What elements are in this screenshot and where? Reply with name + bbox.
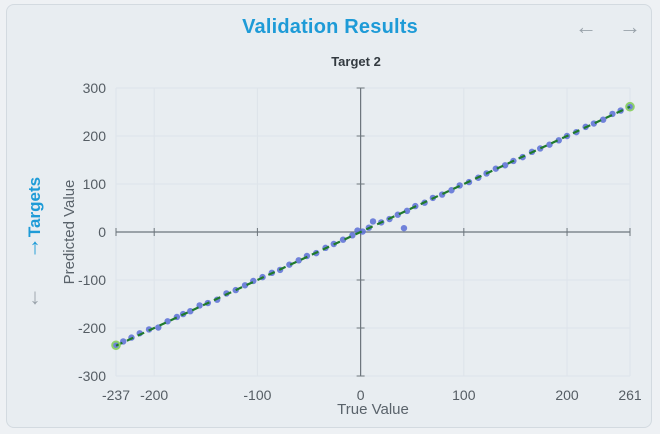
arrow-up-icon[interactable]: ↑ <box>29 234 41 259</box>
endpoint-marker <box>111 340 121 351</box>
x-tick-label: -237 <box>102 387 130 403</box>
x-tick-label: -200 <box>140 387 168 403</box>
x-ticks: -237 -200 -100 0 100 200 261 <box>102 387 642 403</box>
chart-card <box>6 4 652 428</box>
data-point <box>599 116 607 123</box>
data-point <box>403 207 411 215</box>
arrow-right-icon[interactable]: → <box>619 14 641 39</box>
y-tick-label: 300 <box>83 80 107 96</box>
y-tick-label: -300 <box>78 368 106 384</box>
x-axis-label: True Value <box>337 401 409 418</box>
fit-line-group <box>111 101 635 351</box>
data-point <box>555 137 562 144</box>
targets-nav: Targets ↑ ↓ <box>18 150 52 320</box>
x-tick-label: 100 <box>452 387 476 403</box>
y-tick-label: -100 <box>78 272 106 288</box>
arrow-left-icon[interactable]: ← <box>575 14 597 39</box>
x-tick-label: 0 <box>357 387 365 403</box>
y-ticks: 300 200 100 0 -100 -200 -300 <box>78 80 106 384</box>
data-point <box>400 224 408 232</box>
data-points <box>112 103 634 349</box>
x-tick-label: 200 <box>555 387 579 403</box>
x-tick-label: 261 <box>618 387 642 403</box>
data-point <box>448 187 455 194</box>
y-tick-label: 200 <box>83 128 107 144</box>
data-point <box>369 218 377 225</box>
data-point <box>501 162 509 169</box>
y-tick-label: -200 <box>78 320 106 336</box>
data-point <box>241 282 249 289</box>
data-point <box>295 257 302 264</box>
endpoint-marker <box>625 101 635 112</box>
data-point <box>492 165 500 172</box>
data-point <box>359 228 366 235</box>
fit-line <box>115 105 631 347</box>
data-point <box>339 236 347 243</box>
y-axis-label: Predicted Value <box>61 180 78 285</box>
x-tick-label: -100 <box>243 387 271 403</box>
axes <box>115 87 631 377</box>
panel-title: Validation Results <box>242 16 418 38</box>
y-tick-label: 100 <box>83 176 107 192</box>
chart-title: Target 2 <box>331 54 381 69</box>
data-point <box>286 261 293 268</box>
y-tick-label: 0 <box>98 224 106 240</box>
arrow-down-icon[interactable]: ↓ <box>29 284 41 309</box>
